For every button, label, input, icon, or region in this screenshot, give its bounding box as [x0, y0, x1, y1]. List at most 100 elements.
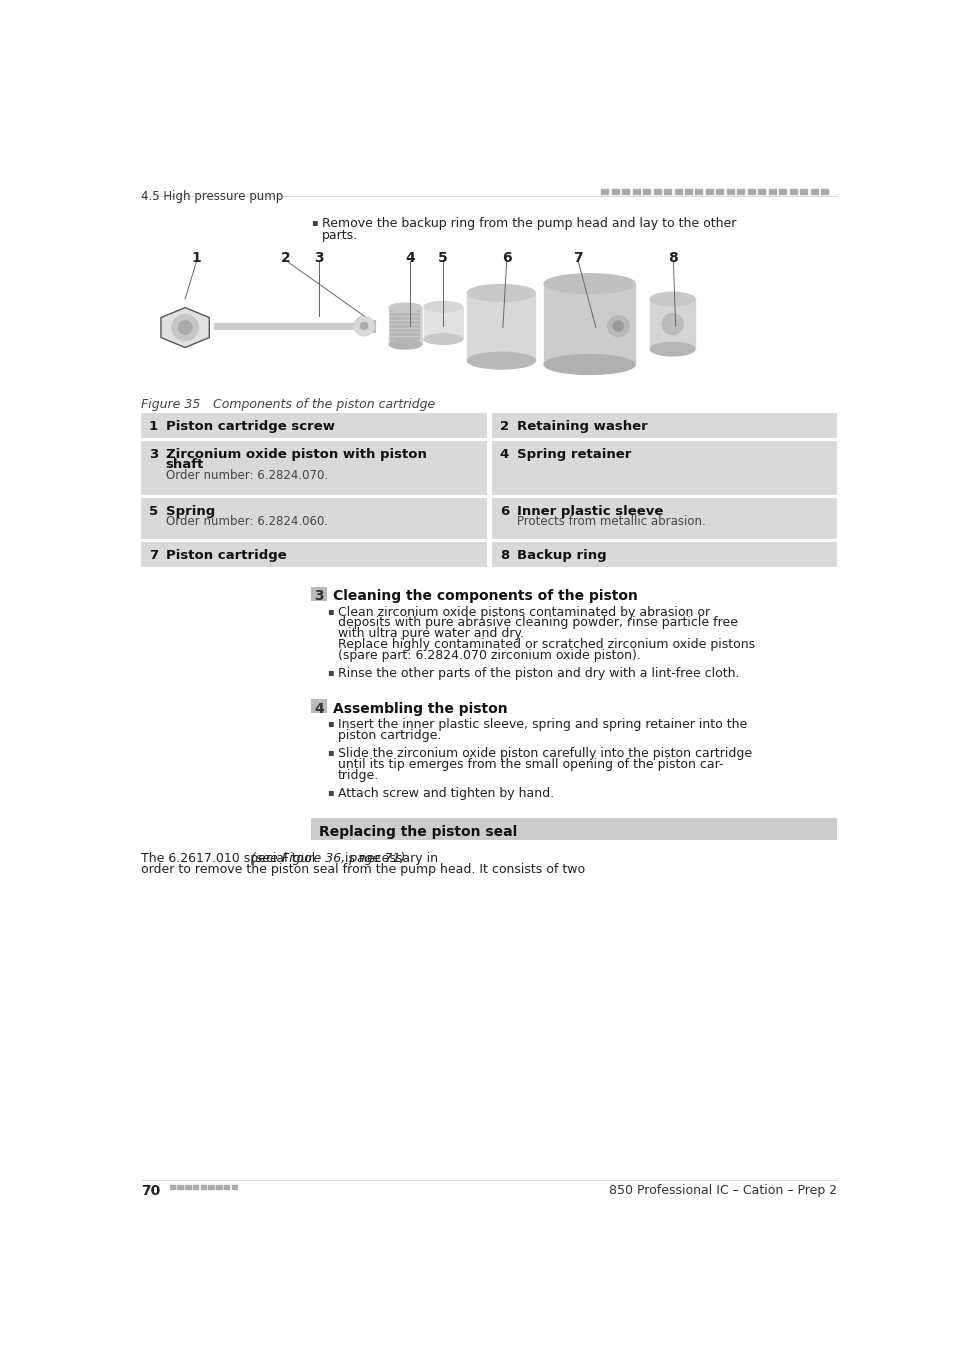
Bar — [642, 189, 649, 193]
Text: Remove the backup ring from the pump head and lay to the other: Remove the backup ring from the pump hea… — [322, 216, 736, 230]
Text: 7: 7 — [149, 549, 157, 563]
Bar — [789, 189, 796, 193]
Bar — [390, 342, 419, 344]
Bar — [543, 284, 635, 364]
Bar — [390, 338, 419, 340]
Text: tridge.: tridge. — [337, 768, 378, 782]
Bar — [737, 189, 743, 193]
Text: Protects from metallic abrasion.: Protects from metallic abrasion. — [517, 516, 705, 528]
Text: (see Figure 36, page 71): (see Figure 36, page 71) — [251, 852, 404, 865]
Text: ▪: ▪ — [327, 718, 334, 728]
Text: Retaining washer: Retaining washer — [517, 420, 647, 433]
Text: ▪: ▪ — [311, 217, 317, 227]
Text: 1: 1 — [149, 420, 157, 433]
Bar — [311, 818, 836, 840]
Bar — [632, 189, 639, 193]
Ellipse shape — [389, 302, 421, 312]
Bar — [423, 306, 462, 339]
Text: 6: 6 — [499, 505, 509, 517]
Text: Order number: 6.2824.060.: Order number: 6.2824.060. — [166, 516, 328, 528]
Text: ▪: ▪ — [327, 747, 334, 757]
Bar — [390, 317, 419, 320]
Text: Rinse the other parts of the piston and dry with a lint-free cloth.: Rinse the other parts of the piston and … — [337, 667, 739, 680]
Text: Order number: 6.2824.070.: Order number: 6.2824.070. — [166, 470, 328, 482]
Bar — [492, 543, 836, 567]
Text: 70: 70 — [141, 1184, 160, 1197]
Ellipse shape — [467, 285, 535, 301]
Text: 8: 8 — [499, 549, 509, 563]
Text: parts.: parts. — [322, 230, 358, 242]
Text: ▪: ▪ — [327, 606, 334, 616]
Bar — [360, 320, 375, 332]
Bar — [492, 413, 836, 437]
Bar — [758, 189, 764, 193]
Bar — [170, 1185, 174, 1189]
Bar — [695, 189, 701, 193]
Text: 850 Professional IC – Cation – Prep 2: 850 Professional IC – Cation – Prep 2 — [608, 1184, 836, 1197]
Ellipse shape — [389, 340, 421, 350]
Bar — [311, 587, 327, 601]
Text: 6: 6 — [501, 251, 511, 266]
Circle shape — [360, 323, 368, 329]
Circle shape — [354, 316, 374, 336]
Bar — [621, 189, 629, 193]
Bar — [726, 189, 733, 193]
Text: order to remove the piston seal from the pump head. It consists of two: order to remove the piston seal from the… — [141, 864, 584, 876]
Text: with ultra pure water and dry.: with ultra pure water and dry. — [337, 628, 523, 640]
Bar — [821, 189, 827, 193]
Text: 3: 3 — [149, 448, 158, 460]
Circle shape — [612, 320, 623, 331]
Text: 4: 4 — [314, 702, 324, 716]
Text: Inner plastic sleeve: Inner plastic sleeve — [517, 505, 662, 517]
Bar — [389, 308, 421, 344]
Text: Insert the inner plastic sleeve, spring and spring retainer into the: Insert the inner plastic sleeve, spring … — [337, 718, 746, 730]
Text: Assembling the piston: Assembling the piston — [333, 702, 507, 716]
Bar — [216, 1185, 221, 1189]
Bar — [779, 189, 785, 193]
Bar — [390, 321, 419, 324]
Bar — [674, 189, 680, 193]
Bar — [390, 329, 419, 332]
Text: The 6.2617.010 special tool: The 6.2617.010 special tool — [141, 852, 319, 865]
Ellipse shape — [543, 274, 635, 294]
Text: 5: 5 — [149, 505, 157, 517]
Bar — [810, 189, 817, 193]
Text: Cleaning the components of the piston: Cleaning the components of the piston — [333, 590, 638, 603]
Text: shaft: shaft — [166, 459, 204, 471]
Ellipse shape — [423, 301, 462, 312]
Bar — [747, 189, 754, 193]
Bar — [800, 189, 806, 193]
Text: Slide the zirconium oxide piston carefully into the piston cartridge: Slide the zirconium oxide piston careful… — [337, 747, 751, 760]
Bar — [311, 699, 327, 713]
Ellipse shape — [649, 292, 695, 306]
Bar — [492, 498, 836, 539]
Text: 3: 3 — [314, 251, 324, 266]
Bar — [141, 413, 487, 437]
Text: (spare part: 6.2824.070 zirconium oxide piston).: (spare part: 6.2824.070 zirconium oxide … — [337, 648, 640, 662]
Bar — [684, 189, 691, 193]
Bar — [467, 293, 535, 360]
Bar — [141, 498, 487, 539]
Bar — [649, 300, 695, 350]
Text: 2: 2 — [499, 420, 508, 433]
Text: 1: 1 — [192, 251, 201, 266]
Text: Zirconium oxide piston with piston: Zirconium oxide piston with piston — [166, 448, 426, 460]
Text: Spring: Spring — [166, 505, 214, 517]
Bar — [224, 1185, 229, 1189]
Bar — [705, 189, 712, 193]
Bar — [611, 189, 618, 193]
Text: Piston cartridge screw: Piston cartridge screw — [166, 420, 335, 433]
Bar — [390, 325, 419, 328]
Bar — [716, 189, 722, 193]
Circle shape — [661, 313, 682, 335]
Text: 7: 7 — [573, 251, 582, 266]
Text: 5: 5 — [437, 251, 448, 266]
Text: Spring retainer: Spring retainer — [517, 448, 631, 460]
Text: 8: 8 — [668, 251, 678, 266]
Bar — [213, 323, 360, 329]
Text: is necessary in: is necessary in — [340, 852, 437, 865]
Bar — [200, 1185, 206, 1189]
Text: ▪: ▪ — [327, 667, 334, 678]
Bar — [492, 440, 836, 494]
Polygon shape — [161, 308, 209, 347]
